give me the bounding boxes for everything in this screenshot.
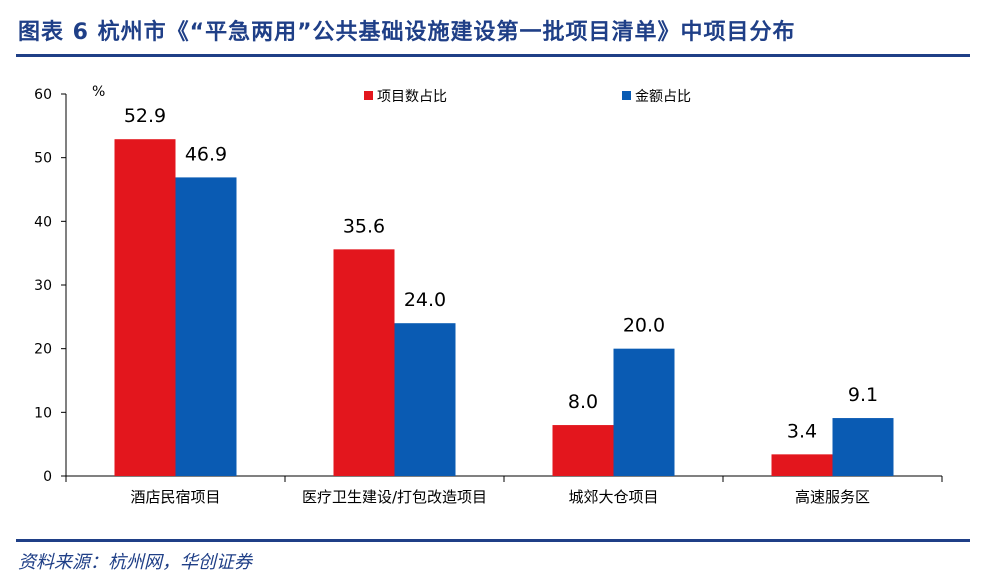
data-label: 3.4 <box>787 420 817 442</box>
y-tick-label: 40 <box>34 214 52 230</box>
data-label: 9.1 <box>848 384 878 406</box>
figure-title: 图表 6 杭州市《“平急两用”公共基础设施建设第一批项目清单》中项目分布 <box>18 20 796 45</box>
y-tick-label: 30 <box>34 278 52 294</box>
data-label: 24.0 <box>404 289 446 311</box>
bar-series-2-4 <box>832 418 894 476</box>
data-label: 8.0 <box>568 391 598 413</box>
x-tick-label: 酒店民宿项目 <box>130 488 220 506</box>
x-tick-label: 城郊大仓项目 <box>568 488 658 506</box>
y-tick-label: 10 <box>34 405 52 421</box>
chart-data-labels: 52.9 46.9 35.6 24.0 8.0 20.0 3.4 9.1 <box>124 105 878 442</box>
chart-legend: 项目数占比 金额占比 <box>364 89 691 105</box>
legend-label: 金额占比 <box>635 89 691 105</box>
legend-label: 项目数占比 <box>377 89 447 105</box>
chart-bars <box>114 139 894 477</box>
data-label: 20.0 <box>623 315 665 337</box>
y-unit-label: % <box>92 84 105 100</box>
data-label: 52.9 <box>124 105 166 127</box>
bar-series-1-1 <box>114 139 176 476</box>
x-tick-label: 高速服务区 <box>795 488 870 506</box>
bar-chart: 0 10 20 30 40 50 60 % 酒店民宿项目 医疗卫生建设/打包改造项目 城郊大仓项目 高… <box>34 84 943 506</box>
title-rule <box>16 54 970 57</box>
bar-series-1-3 <box>552 425 614 476</box>
legend-swatch <box>622 91 631 100</box>
y-tick-label: 60 <box>34 87 52 103</box>
source-rule <box>16 539 970 542</box>
data-label: 35.6 <box>343 215 385 237</box>
bar-series-2-1 <box>175 177 237 477</box>
bar-series-2-2 <box>394 323 456 476</box>
bar-series-1-4 <box>771 454 833 476</box>
y-tick-label: 50 <box>34 151 52 167</box>
chart-axes: 0 10 20 30 40 50 60 % 酒店民宿项目 医疗卫生建设/打包改造项目 城郊大仓项目 高… <box>34 84 943 506</box>
bar-series-1-2 <box>333 249 395 476</box>
data-label: 46.9 <box>185 143 227 165</box>
bar-series-2-3 <box>613 348 675 476</box>
y-tick-label: 0 <box>43 469 52 485</box>
y-tick-label: 20 <box>34 342 52 358</box>
legend-swatch <box>364 91 373 100</box>
figure-source: 资料来源：杭州网，华创证券 <box>18 552 252 573</box>
x-tick-label: 医疗卫生建设/打包改造项目 <box>302 488 487 506</box>
